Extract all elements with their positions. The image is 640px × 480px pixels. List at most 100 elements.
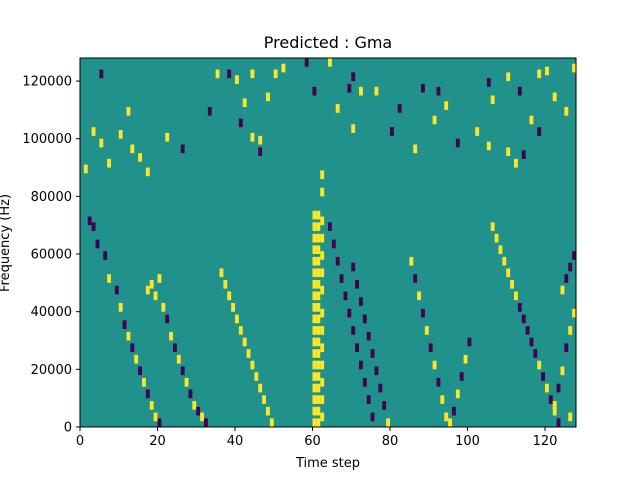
heatmap-cell xyxy=(95,239,100,249)
heatmap-cell xyxy=(328,222,332,231)
heatmap-cell xyxy=(568,326,573,335)
heatmap-cell xyxy=(413,274,418,283)
heatmap-cell xyxy=(192,401,197,410)
heatmap-cell xyxy=(91,222,96,231)
heatmap-cell xyxy=(459,372,464,381)
heatmap-cell xyxy=(351,72,356,82)
heatmap-cell xyxy=(312,314,317,324)
y-axis-ticks: 0 20000 40000 60000 80000 100000 120000 xyxy=(22,75,80,436)
heatmap-cell xyxy=(130,343,135,353)
heatmap-cell xyxy=(335,104,340,113)
heatmap-cell xyxy=(145,285,150,295)
heatmap-cell xyxy=(320,187,325,197)
x-tick-label: 0 xyxy=(76,434,84,449)
heatmap-cell xyxy=(448,418,452,427)
heatmap-cell xyxy=(455,389,460,399)
heatmap-cell xyxy=(537,127,542,136)
heatmap-cell xyxy=(486,78,491,87)
heatmap-cell xyxy=(335,256,340,266)
heatmap-cell xyxy=(572,308,576,318)
heatmap-cell xyxy=(533,349,538,358)
heatmap-cell xyxy=(537,69,542,79)
heatmap-cell xyxy=(564,343,569,353)
heatmap-cell xyxy=(122,320,127,329)
heatmap-cell xyxy=(517,86,522,96)
heatmap-cell xyxy=(378,383,383,393)
heatmap-cell xyxy=(320,412,325,422)
y-tick-label: 20000 xyxy=(31,363,72,378)
heatmap-cell xyxy=(390,127,394,136)
heatmap-cell xyxy=(370,412,375,422)
heatmap-cell xyxy=(250,360,255,370)
heatmap-cell xyxy=(312,372,317,381)
heatmap-cell xyxy=(320,343,325,353)
heatmap-cell xyxy=(343,291,348,301)
heatmap-cell xyxy=(258,383,263,393)
heatmap-cell xyxy=(421,308,425,318)
heatmap-cell xyxy=(545,66,549,76)
heatmap-cell xyxy=(316,303,321,312)
heatmap-cell xyxy=(409,256,414,266)
heatmap-background xyxy=(80,58,576,427)
heatmap-cell xyxy=(126,331,131,341)
heatmap-cell xyxy=(281,63,286,73)
heatmap-cell xyxy=(506,147,511,157)
heatmap-cell xyxy=(107,158,111,168)
heatmap-cell xyxy=(370,349,375,358)
heatmap-cell xyxy=(250,69,255,79)
heatmap-cell xyxy=(238,118,243,128)
heatmap-cell xyxy=(572,63,576,73)
heatmap-cell xyxy=(312,360,317,370)
heatmap-cell xyxy=(304,58,309,67)
y-tick-label: 80000 xyxy=(31,190,72,205)
heatmap-cell xyxy=(490,222,495,231)
heatmap-cell xyxy=(316,314,321,324)
heatmap-cell xyxy=(87,216,92,226)
heatmap-cell xyxy=(312,233,317,243)
heatmap-cell xyxy=(316,291,321,301)
x-tick-label: 120 xyxy=(533,434,558,449)
heatmap-cell xyxy=(316,256,321,266)
heatmap-cell xyxy=(316,337,321,347)
heatmap-cell xyxy=(207,107,212,116)
heatmap-cell xyxy=(552,92,557,102)
heatmap-cell xyxy=(138,153,142,162)
heatmap-cell xyxy=(362,314,367,324)
heatmap-cell xyxy=(312,268,317,278)
heatmap-cell xyxy=(541,372,545,381)
heatmap-cell xyxy=(428,343,433,353)
heatmap-cell xyxy=(529,115,534,125)
heatmap-cell xyxy=(250,132,255,142)
heatmap-cell xyxy=(316,383,321,393)
heatmap-cell xyxy=(486,141,491,151)
y-tick-label: 100000 xyxy=(22,132,72,147)
heatmap-cell xyxy=(374,366,379,376)
heatmap-cell xyxy=(114,285,119,295)
heatmap-cell xyxy=(312,418,317,427)
heatmap-cell xyxy=(498,245,503,255)
y-axis-label: Frequency (Hz) xyxy=(0,194,13,292)
heatmap-cell xyxy=(564,274,569,283)
heatmap-cell xyxy=(312,210,317,220)
heatmap-cell xyxy=(552,406,557,416)
heatmap-cell xyxy=(556,418,561,427)
heatmap-cell xyxy=(548,395,553,404)
heatmap-cell xyxy=(490,95,495,105)
heatmap-cell xyxy=(432,115,437,125)
heatmap-cell xyxy=(262,395,266,404)
heatmap-cell xyxy=(339,274,344,283)
heatmap-cell xyxy=(83,164,88,174)
heatmap-cell xyxy=(312,291,317,301)
heatmap-cell xyxy=(347,83,352,93)
heatmap-cell xyxy=(312,383,317,393)
heatmap-cell xyxy=(316,210,321,220)
y-tick-label: 40000 xyxy=(31,305,72,320)
heatmap-cell xyxy=(312,222,317,231)
heatmap-cell xyxy=(320,395,325,404)
heatmap-cell xyxy=(196,406,201,416)
heatmap-cell xyxy=(312,395,317,404)
heatmap-cell xyxy=(312,349,317,358)
heatmap-cell xyxy=(219,268,224,278)
x-tick-label: 100 xyxy=(455,434,480,449)
